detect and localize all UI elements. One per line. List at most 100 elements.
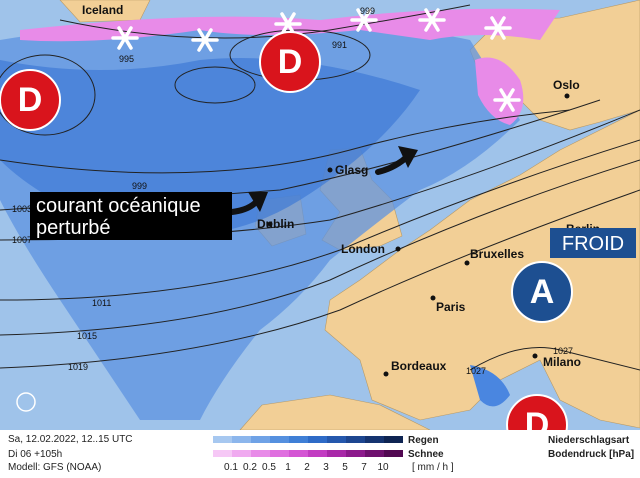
center-label: D xyxy=(278,43,303,81)
legend-scale-label: 0.2 xyxy=(243,462,257,473)
city-label: Milano xyxy=(543,355,581,369)
legend-snow: Schnee xyxy=(408,449,444,460)
legend-swatch xyxy=(308,436,327,443)
legend-scale-label: 2 xyxy=(304,462,310,473)
g-shape xyxy=(111,26,139,50)
isobar-thick xyxy=(0,159,640,336)
legend-pressure: Bodendruck [hPa] xyxy=(548,449,634,460)
legend-swatch xyxy=(251,450,270,457)
legend-swatch xyxy=(251,436,270,443)
line-shape xyxy=(197,28,213,52)
line-shape xyxy=(499,88,515,112)
g-shape xyxy=(274,12,302,36)
circle-shape xyxy=(327,167,333,173)
legend-type: Niederschlagsart xyxy=(548,435,630,446)
line-shape xyxy=(117,26,133,50)
isobar xyxy=(0,139,640,301)
legend-scale-label: 1 xyxy=(285,462,291,473)
continent xyxy=(324,109,640,429)
city-label: Glasg xyxy=(335,163,368,177)
isobar-label: 1011 xyxy=(92,298,111,308)
legend-scale-label: 7 xyxy=(361,462,367,473)
low-center xyxy=(0,69,61,131)
center-label: A xyxy=(530,273,555,311)
circle-shape xyxy=(395,246,401,252)
legend-swatch xyxy=(289,436,308,443)
isobar-label: 1019 xyxy=(68,362,88,372)
isobar xyxy=(0,189,640,369)
g-shape xyxy=(418,8,446,32)
legend-scale-label: 0.1 xyxy=(224,462,238,473)
line-shape xyxy=(490,16,506,40)
legend-swatch xyxy=(213,436,232,443)
legend-rain: Regen xyxy=(408,435,439,446)
g-shape xyxy=(493,88,521,112)
annotation: perturbé xyxy=(36,217,111,239)
high-center xyxy=(511,261,573,323)
legend-scale-label: 0.5 xyxy=(262,462,276,473)
legend-swatch xyxy=(384,436,403,443)
snowflakes xyxy=(111,8,521,112)
legend-swatch xyxy=(289,450,308,457)
g-shape xyxy=(191,28,219,52)
isobar xyxy=(469,347,640,371)
legend-swatch xyxy=(232,450,251,457)
rain-area xyxy=(470,365,510,407)
legend-swatch xyxy=(346,450,365,457)
legend-scale-label: 3 xyxy=(323,462,329,473)
city-label: Bordeaux xyxy=(391,359,447,373)
isobar xyxy=(0,54,96,136)
rain-area-heavy xyxy=(0,58,420,236)
region-label: Iceland xyxy=(82,3,123,17)
isobar-label: 991 xyxy=(332,40,347,50)
isobar-label: 999 xyxy=(132,181,147,191)
legend: 0.1 0.2 0.5 1 2 3 5 7 10 xyxy=(213,436,403,473)
circle-shape xyxy=(383,371,389,377)
circle-shape xyxy=(267,221,273,227)
isobar-label: 999 xyxy=(360,6,375,16)
city-dots xyxy=(267,93,570,377)
footer-run: Di 06 +105h xyxy=(8,449,62,460)
legend-swatch xyxy=(308,450,327,457)
circle-shape xyxy=(430,295,436,301)
badge-bg xyxy=(550,228,636,258)
legend-swatch xyxy=(346,436,365,443)
isobar-label: 995 xyxy=(119,54,134,64)
badge-label: FROID xyxy=(562,233,624,255)
city-label: Paris xyxy=(436,300,466,314)
circle-shape xyxy=(532,353,538,359)
isobar xyxy=(0,109,571,174)
footer-model: Modell: GFS (NOAA) xyxy=(8,462,101,473)
low-center xyxy=(259,31,321,93)
center-label: D xyxy=(18,81,43,119)
isobar-label: 1027 xyxy=(553,346,573,356)
line-shape xyxy=(356,8,372,32)
isobar-label: 1007 xyxy=(12,235,32,245)
legend-unit: [ mm / h ] xyxy=(412,462,454,473)
isobar-label: 1027 xyxy=(466,366,486,376)
legend-swatch xyxy=(270,436,289,443)
logo xyxy=(16,392,36,412)
footer-date: Sa, 12.02.2022, 12..15 UTC xyxy=(8,434,133,445)
city-label: Oslo xyxy=(553,78,580,92)
legend-swatch xyxy=(213,450,232,457)
annotation-bg xyxy=(30,192,232,240)
legend-swatch xyxy=(384,450,403,457)
legend-swatch xyxy=(327,450,346,457)
path-shape xyxy=(248,192,268,212)
legend-swatch xyxy=(365,436,384,443)
legend-scale-label: 10 xyxy=(377,462,389,473)
annotation: courant océanique xyxy=(36,195,201,217)
isobar xyxy=(174,66,256,104)
city-label: London xyxy=(341,242,385,256)
isobar-label: 1015 xyxy=(77,331,97,341)
g-shape xyxy=(484,16,512,40)
city-label: Bruxelles xyxy=(470,247,524,261)
arrowheads xyxy=(248,146,418,212)
legend-scale-label: 5 xyxy=(342,462,348,473)
line-shape xyxy=(280,12,296,36)
legend-swatch xyxy=(365,450,384,457)
path-shape xyxy=(398,146,418,168)
isobar-label: 1003 xyxy=(12,204,32,214)
